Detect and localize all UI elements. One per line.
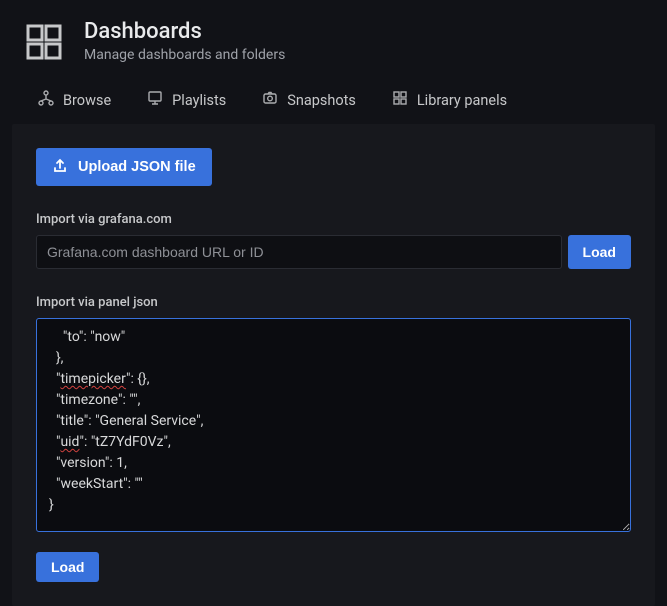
- panel-json-load-button[interactable]: Load: [36, 552, 99, 582]
- upload-json-button[interactable]: Upload JSON file: [36, 148, 212, 186]
- panel-json-textarea[interactable]: "to": "now" }, "timepicker": {}, "timezo…: [36, 318, 631, 532]
- grafana-url-input[interactable]: [36, 235, 562, 269]
- button-label: Load: [51, 559, 84, 575]
- tabs-bar: Browse Playlists Snapshots Library panel…: [0, 72, 667, 124]
- presentation-icon: [147, 90, 163, 110]
- page-header: Dashboards Manage dashboards and folders: [0, 0, 667, 72]
- grafana-import-row: Load: [36, 235, 631, 269]
- tab-library-panels[interactable]: Library panels: [392, 90, 507, 110]
- tab-playlists[interactable]: Playlists: [147, 90, 226, 110]
- tab-label: Snapshots: [287, 92, 356, 109]
- button-label: Load: [583, 244, 616, 260]
- tab-label: Playlists: [172, 92, 226, 109]
- tab-label: Browse: [63, 92, 111, 109]
- tab-browse[interactable]: Browse: [38, 90, 111, 110]
- upload-icon: [52, 157, 68, 177]
- tab-label: Library panels: [417, 92, 507, 109]
- page-subtitle: Manage dashboards and folders: [84, 47, 285, 63]
- tab-snapshots[interactable]: Snapshots: [262, 90, 356, 110]
- library-panel-icon: [392, 90, 408, 110]
- upload-button-label: Upload JSON file: [78, 159, 196, 175]
- page-title: Dashboards: [84, 20, 285, 44]
- panel-json-label: Import via panel json: [36, 295, 631, 310]
- header-text: Dashboards Manage dashboards and folders: [84, 20, 285, 63]
- import-panel: Upload JSON file Import via grafana.com …: [12, 124, 655, 606]
- grafana-load-button[interactable]: Load: [568, 235, 631, 269]
- camera-icon: [262, 90, 278, 110]
- grafana-import-label: Import via grafana.com: [36, 212, 631, 227]
- dashboards-app-icon: [22, 20, 66, 64]
- sitemap-icon: [38, 90, 54, 110]
